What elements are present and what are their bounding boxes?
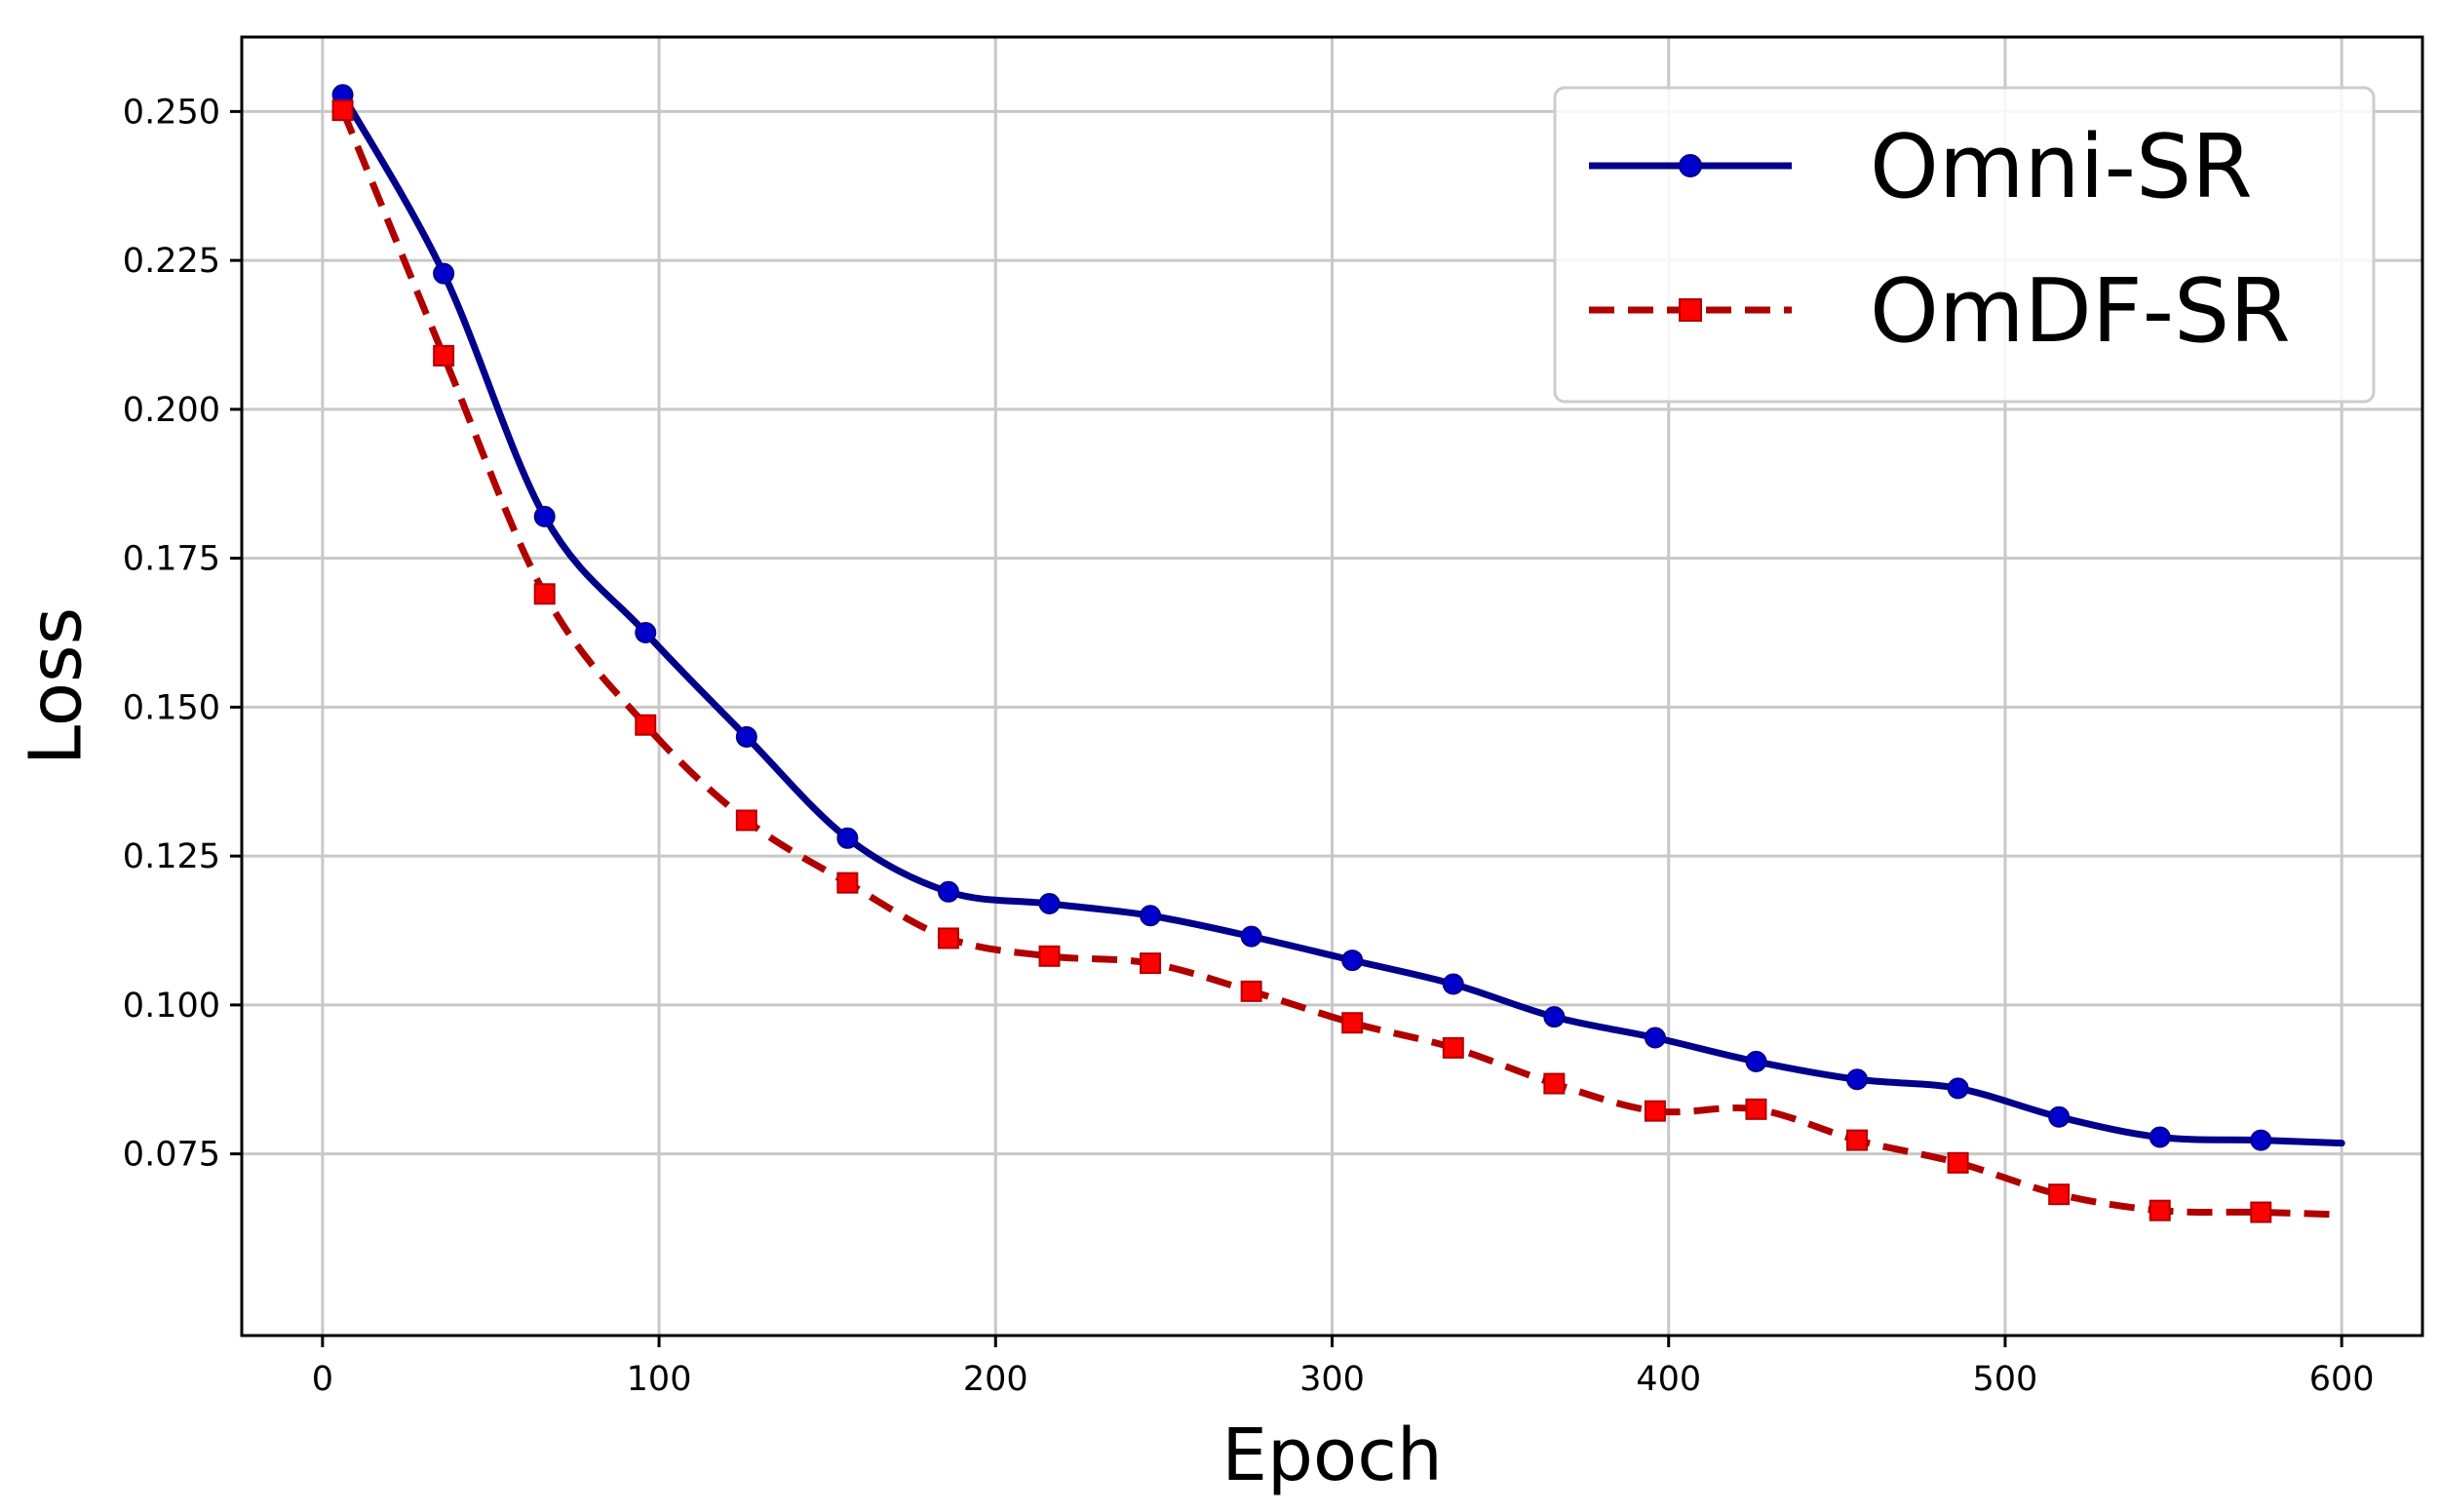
legend-marker-omni-sr <box>1679 154 1702 177</box>
data-point-omdf-sr <box>1543 1072 1566 1095</box>
data-point-omni-sr <box>2149 1126 2171 1148</box>
data-point-omdf-sr <box>1140 952 1162 975</box>
data-point-omdf-sr <box>1442 1036 1464 1059</box>
y-tick-label: 0.150 <box>123 688 220 727</box>
data-point-omdf-sr <box>2048 1183 2071 1206</box>
y-axis-label: Loss <box>15 607 98 765</box>
y-tick-label: 0.200 <box>123 391 220 430</box>
y-tick-label: 0.100 <box>123 987 220 1026</box>
data-point-omni-sr <box>836 827 859 849</box>
data-point-omni-sr <box>1341 950 1364 972</box>
data-point-omdf-sr <box>533 583 556 605</box>
series-line-omni-sr <box>339 91 2345 1147</box>
data-point-omni-sr <box>533 505 556 527</box>
legend-marker-omdf-sr <box>1679 298 1702 322</box>
legend-label-omdf-sr: OmDF-SR <box>1870 260 2291 363</box>
data-point-omni-sr <box>2250 1129 2272 1151</box>
data-point-omdf-sr <box>331 99 354 122</box>
data-point-omni-sr <box>1442 973 1464 995</box>
data-point-omni-sr <box>433 262 455 285</box>
data-point-omdf-sr <box>836 872 859 894</box>
x-tick-label: 100 <box>627 1360 692 1399</box>
y-tick-label: 0.075 <box>123 1136 220 1175</box>
data-point-omni-sr <box>1240 925 1262 948</box>
data-point-omni-sr <box>1644 1027 1666 1049</box>
data-point-omdf-sr <box>1745 1098 1767 1120</box>
data-point-omni-sr <box>1846 1068 1869 1091</box>
y-tick-label: 0.225 <box>123 242 220 281</box>
data-point-omdf-sr <box>433 344 455 367</box>
data-point-omni-sr <box>1947 1077 1969 1100</box>
data-point-omni-sr <box>735 725 757 748</box>
series-layer <box>331 84 2345 1223</box>
data-point-omni-sr <box>937 880 959 903</box>
y-tick-label: 0.250 <box>123 93 220 132</box>
data-point-omdf-sr <box>2149 1199 2171 1221</box>
data-point-omdf-sr <box>1240 980 1262 1002</box>
data-point-omdf-sr <box>1947 1151 1969 1174</box>
data-point-omni-sr <box>635 622 657 644</box>
data-point-omni-sr <box>1038 893 1061 915</box>
data-point-omdf-sr <box>2250 1201 2272 1223</box>
data-point-omdf-sr <box>937 927 959 950</box>
data-point-omni-sr <box>1543 1006 1566 1028</box>
data-point-omni-sr <box>2048 1105 2071 1128</box>
y-tick-label: 0.125 <box>123 837 220 876</box>
tick-layer: 0 100 200 300 400 500 600 0.075 0.100 0.125 0.150 0… <box>123 93 2375 1399</box>
data-point-omdf-sr <box>1341 1012 1364 1034</box>
data-point-omni-sr <box>1745 1050 1767 1072</box>
y-tick-label: 0.175 <box>123 540 220 579</box>
x-tick-label: 0 <box>312 1360 333 1399</box>
x-axis-label: Epoch <box>1221 1414 1443 1497</box>
x-tick-label: 400 <box>1636 1360 1701 1399</box>
x-tick-label: 200 <box>963 1360 1028 1399</box>
data-point-omdf-sr <box>1644 1100 1666 1122</box>
data-point-omdf-sr <box>1038 945 1061 967</box>
x-tick-label: 300 <box>1299 1360 1365 1399</box>
data-point-omdf-sr <box>735 809 757 832</box>
data-point-omdf-sr <box>1846 1129 1869 1151</box>
grid-layer <box>242 37 2422 1336</box>
data-point-omdf-sr <box>635 714 657 736</box>
legend-label-omni-sr: Omni-SR <box>1870 116 2253 218</box>
legend: Omni-SR OmDF-SR <box>1553 86 2376 404</box>
data-point-omni-sr <box>1140 905 1162 927</box>
x-tick-label: 500 <box>1973 1360 2038 1399</box>
x-tick-label: 600 <box>2309 1360 2375 1399</box>
